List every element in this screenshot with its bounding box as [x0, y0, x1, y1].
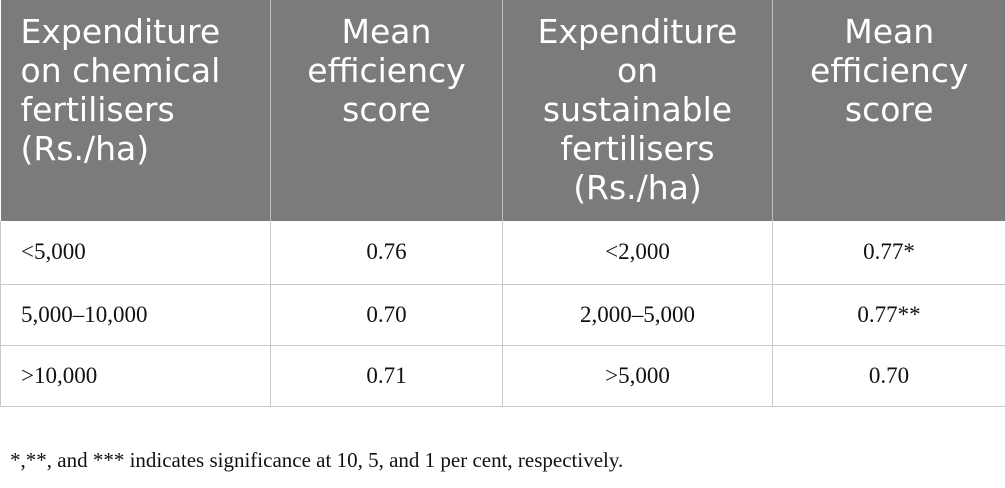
table-body: <5,000 0.76 <2,000 0.77* 5,000–10,000 0.… [0, 221, 1005, 407]
header-line: (Rs./ha) [20, 129, 150, 168]
table-row: 5,000–10,000 0.70 2,000–5,000 0.77** [0, 284, 1005, 346]
table-cell: >5,000 [502, 345, 773, 407]
table-cell: 0.71 [270, 345, 503, 407]
header-mean-efficiency-2: Mean efficiency score [772, 0, 1005, 221]
header-mean-efficiency-1: Mean efficiency score [270, 0, 503, 221]
header-line: score [844, 90, 934, 129]
table-cell: 0.77* [772, 221, 1005, 285]
header-chemical-expenditure: Expenditure on chemical fertilisers (Rs.… [0, 0, 271, 221]
header-line: (Rs./ha) [573, 168, 702, 207]
table-cell: 0.70 [772, 345, 1005, 407]
efficiency-table: Expenditure on chemical fertilisers (Rs.… [0, 0, 1005, 407]
table-cell: 0.76 [270, 221, 503, 285]
header-line: Expenditure [537, 12, 738, 51]
table-row: <5,000 0.76 <2,000 0.77* [0, 221, 1005, 285]
header-line: efficiency [810, 51, 969, 90]
header-line: fertilisers [20, 90, 175, 129]
table-header: Expenditure on chemical fertilisers (Rs.… [0, 0, 1005, 221]
header-line: fertilisers [560, 129, 715, 168]
header-line: score [342, 90, 431, 129]
table-cell: >10,000 [0, 345, 271, 407]
header-row: Expenditure on chemical fertilisers (Rs.… [0, 0, 1005, 221]
table-cell: <2,000 [502, 221, 773, 285]
header-line: sustainable [542, 90, 733, 129]
header-sustainable-expenditure: Expenditure on sustainable fertilisers (… [502, 0, 773, 221]
header-line: on chemical [20, 51, 221, 90]
data-table: Expenditure on chemical fertilisers (Rs.… [0, 0, 1005, 407]
header-line: Mean [844, 12, 935, 51]
header-line: Expenditure [20, 12, 221, 51]
table-cell: 0.77** [772, 284, 1005, 346]
table-cell: 5,000–10,000 [0, 284, 271, 346]
table-footnote: *,**, and *** indicates significance at … [10, 448, 624, 472]
table-row: >10,000 0.71 >5,000 0.70 [0, 345, 1005, 407]
table-cell: 0.70 [270, 284, 503, 346]
table-cell: <5,000 [0, 221, 271, 285]
header-line: on [616, 51, 659, 90]
table-cell: 2,000–5,000 [502, 284, 773, 346]
header-line: efficiency [307, 51, 466, 90]
header-line: Mean [341, 12, 432, 51]
